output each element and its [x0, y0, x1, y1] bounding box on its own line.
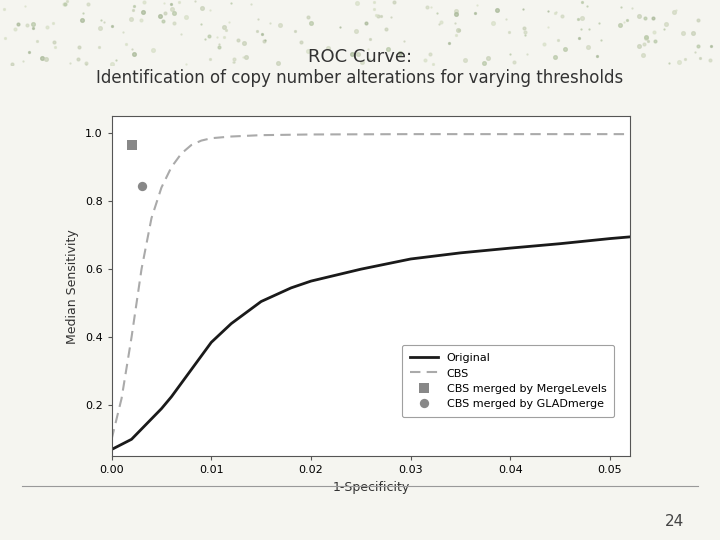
Line: Original: Original — [112, 237, 630, 449]
CBS — [177, 150, 186, 157]
Y-axis label: Median Sensitivity: Median Sensitivity — [66, 229, 79, 343]
Original — [606, 235, 614, 242]
Original — [167, 394, 176, 400]
CBS merged by GLADmerge — [136, 181, 148, 190]
CBS — [307, 131, 315, 138]
Line: CBS: CBS — [112, 134, 630, 440]
Text: Identification of copy number alterations for varying thresholds: Identification of copy number alteration… — [96, 69, 624, 87]
X-axis label: 1-Specificity: 1-Specificity — [332, 481, 410, 494]
CBS merged by MergeLevels — [126, 141, 138, 150]
Original — [356, 266, 365, 272]
CBS — [626, 131, 634, 137]
CBS — [257, 132, 266, 138]
Original — [307, 278, 315, 285]
Original — [127, 436, 136, 443]
Original — [626, 234, 634, 240]
CBS — [606, 131, 614, 137]
Original — [287, 285, 295, 291]
Original — [257, 298, 266, 305]
Original — [157, 406, 166, 412]
CBS — [138, 266, 146, 272]
Original — [207, 339, 215, 346]
Original — [117, 441, 126, 448]
CBS — [127, 334, 136, 340]
CBS — [117, 395, 126, 402]
CBS — [147, 215, 156, 221]
Original — [147, 416, 156, 422]
Original — [506, 245, 515, 251]
Original — [177, 380, 186, 387]
Legend: Original, CBS, CBS merged by MergeLevels, CBS merged by GLADmerge: Original, CBS, CBS merged by MergeLevels… — [402, 345, 614, 417]
Original — [138, 426, 146, 433]
Original — [107, 446, 116, 453]
Original — [406, 256, 415, 262]
CBS — [157, 184, 166, 191]
Original — [227, 320, 235, 327]
CBS — [406, 131, 415, 137]
Text: ROC Curve:: ROC Curve: — [308, 48, 412, 66]
CBS — [167, 164, 176, 170]
CBS — [506, 131, 515, 137]
CBS — [207, 135, 215, 141]
CBS — [197, 137, 206, 144]
Original — [197, 353, 206, 359]
Original — [456, 249, 465, 256]
Original — [187, 366, 196, 373]
CBS — [187, 142, 196, 149]
CBS — [227, 133, 235, 140]
Original — [556, 240, 564, 247]
CBS — [107, 436, 116, 443]
Text: 24: 24 — [665, 514, 684, 529]
